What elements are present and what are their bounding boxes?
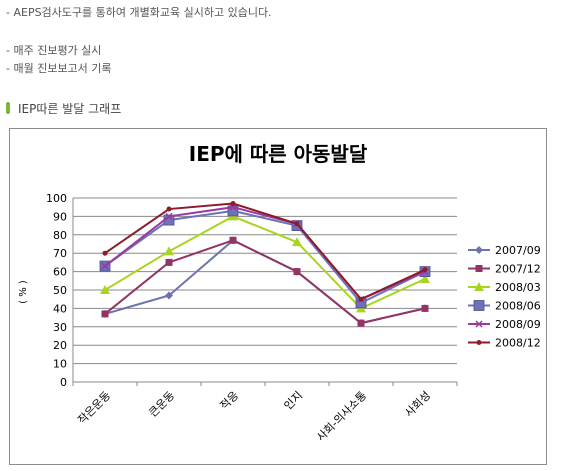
data-point	[475, 265, 483, 272]
data-point	[230, 201, 236, 207]
legend-label: 2008/06	[495, 300, 541, 313]
legend-label: 2008/12	[495, 337, 541, 350]
y-tick-label: 0	[60, 376, 67, 389]
data-point	[102, 250, 108, 256]
data-point-stroke	[165, 212, 173, 220]
y-tick-label: 10	[53, 358, 67, 371]
legend-item: 2008/12	[468, 337, 541, 350]
intro-line-monthly: - 매월 진보보고서 기록	[6, 62, 112, 75]
data-point	[476, 340, 482, 345]
legend-label: 2007/09	[495, 244, 541, 257]
section-bullet-icon	[6, 102, 10, 114]
data-point	[294, 221, 300, 227]
data-point	[420, 273, 430, 283]
legend-item: 2008/09	[468, 318, 541, 331]
intro-line-aeps: - AEPS검사도구를 통하여 개별화교육 실시하고 있습니다.	[6, 6, 272, 19]
x-category-label: 사회-의사소통	[314, 389, 369, 444]
y-tick-label: 90	[53, 210, 67, 223]
data-point-stroke	[475, 320, 483, 328]
y-tick-label: 30	[53, 321, 67, 334]
legend-label: 2008/09	[495, 318, 541, 331]
data-point	[101, 262, 109, 270]
x-category-label: 사회성	[402, 389, 433, 420]
legend-item: 2007/12	[468, 263, 541, 276]
x-category-label: 큰운동	[146, 389, 177, 420]
legend-label: 2007/12	[495, 263, 541, 276]
data-point	[473, 300, 485, 311]
section-title: IEP따른 발달 그래프	[18, 101, 122, 116]
y-tick-label: 70	[53, 247, 67, 260]
chart-frame: IEP에 따른 아동발달 ( % ) 0 10 20 30 40 50 60 70 80 90 10…	[9, 128, 547, 465]
intro-line-weekly: - 매주 진보평가 실시	[6, 44, 102, 57]
data-point	[165, 212, 173, 220]
series-line	[104, 215, 426, 310]
y-axis-label: ( % )	[18, 280, 29, 304]
series-line	[104, 202, 426, 301]
data-point	[165, 291, 173, 300]
y-tick-label: 60	[53, 266, 67, 279]
data-point	[358, 296, 364, 302]
chart-title: IEP에 따른 아동발달	[189, 142, 368, 166]
y-tick-label: 50	[53, 284, 67, 297]
legend-label: 2008/03	[495, 281, 541, 294]
data-point	[475, 320, 483, 328]
data-point	[475, 246, 483, 254]
legend-item: 2008/03	[468, 281, 541, 294]
data-point	[422, 267, 428, 273]
y-tick-label: 20	[53, 339, 67, 352]
x-category-label: 적응	[218, 389, 242, 413]
data-point	[101, 310, 109, 318]
data-point	[474, 282, 484, 291]
x-category-label: 작은운동	[75, 389, 113, 427]
y-tick-label: 40	[53, 302, 67, 315]
series-line	[104, 239, 426, 325]
development-line-chart: IEP에 따른 아동발달 ( % ) 0 10 20 30 40 50 60 70 80 90 10…	[18, 142, 541, 444]
data-point	[229, 236, 237, 244]
series-2007-09	[101, 236, 429, 328]
data-point	[293, 268, 301, 276]
x-category-label: 인지	[282, 389, 306, 413]
data-point	[165, 258, 173, 266]
data-point	[292, 237, 302, 247]
y-tick-label: 80	[53, 229, 67, 242]
series-2007-12	[101, 236, 429, 327]
series-2008-12	[102, 201, 428, 302]
data-point	[357, 319, 365, 327]
series-2008-03	[100, 211, 430, 313]
data-point	[164, 246, 174, 256]
y-tick-label: 100	[46, 192, 67, 205]
data-point-stroke	[101, 262, 109, 270]
data-point	[100, 285, 110, 294]
section-heading: IEP따른 발달 그래프	[6, 101, 122, 116]
legend-item: 2008/06	[468, 300, 541, 313]
legend-item: 2007/09	[468, 244, 541, 257]
data-point	[166, 206, 172, 212]
data-point	[421, 304, 429, 312]
series-line	[104, 209, 426, 305]
